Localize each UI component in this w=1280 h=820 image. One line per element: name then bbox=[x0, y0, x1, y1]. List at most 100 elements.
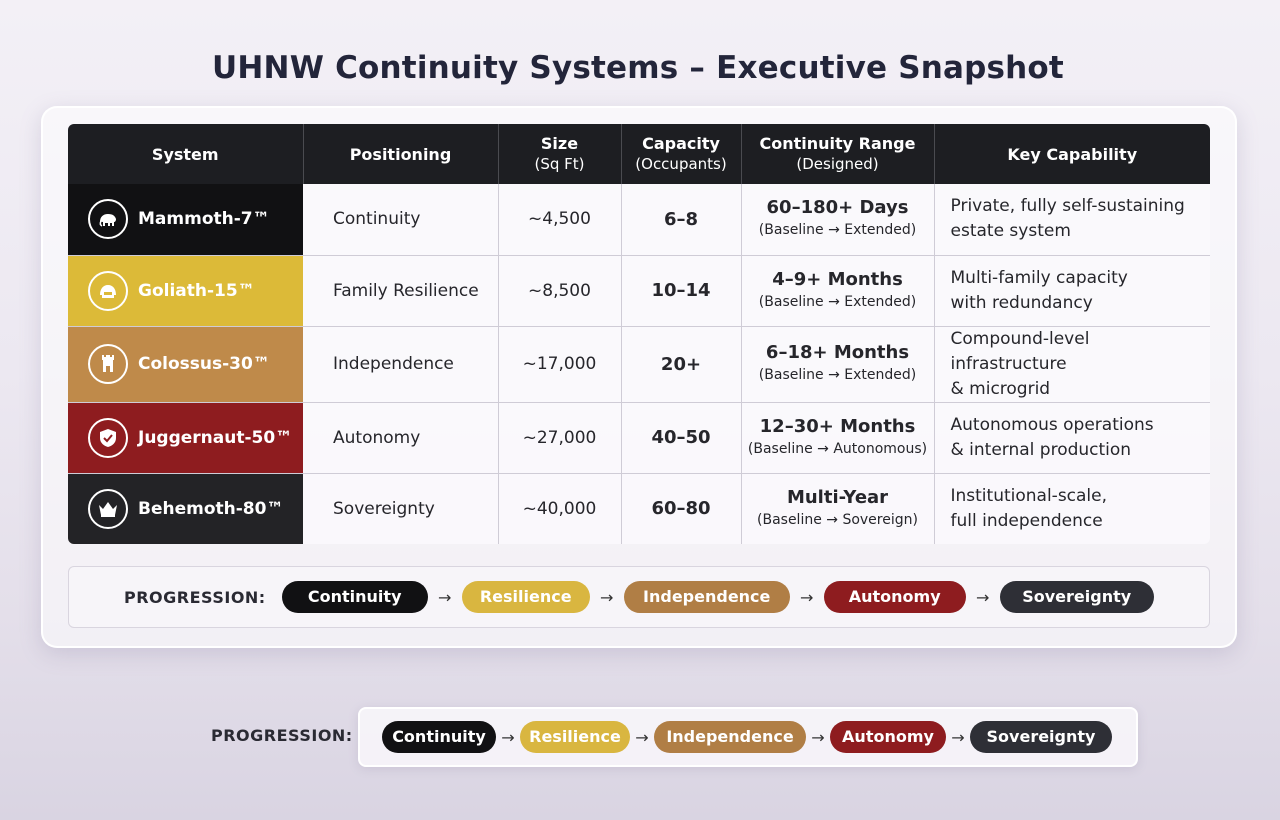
range-cell: 4–9+ Months (Baseline → Extended) bbox=[741, 255, 935, 327]
progression-step: Independence bbox=[623, 581, 790, 613]
system-cell: Behemoth-80™ bbox=[68, 473, 303, 544]
size-cell: ~8,500 bbox=[498, 255, 622, 327]
capacity-cell: 6–8 bbox=[621, 184, 742, 256]
capacity-cell: 10–14 bbox=[621, 255, 742, 327]
positioning-cell: Sovereignty bbox=[303, 473, 499, 544]
range-cell: 12–30+ Months (Baseline → Autonomous) bbox=[741, 402, 935, 474]
header-size-label: Size bbox=[540, 134, 579, 153]
system-name: Juggernaut-50™ bbox=[138, 427, 293, 448]
progression-steps: Continuity → Resilience → Independence → Auton… bbox=[281, 581, 1154, 613]
arrow-right-icon: → bbox=[635, 727, 649, 747]
table-row: Mammoth-7™ Continuity ~4,500 6–8 60–180+… bbox=[68, 184, 1210, 256]
page-title: UHNW Continuity Systems – Executive Snap… bbox=[212, 50, 1064, 86]
system-cell: Colossus-30™ bbox=[68, 326, 303, 403]
key-capability-line-1: Institutional-scale, bbox=[950, 485, 1108, 506]
key-capability-line-1: Multi-family capacity bbox=[950, 267, 1128, 288]
size-cell: ~17,000 bbox=[498, 326, 622, 403]
helmet-icon bbox=[88, 270, 128, 311]
positioning-cell: Autonomy bbox=[303, 402, 499, 474]
range-value: 60–180+ Days bbox=[766, 197, 909, 219]
progression-step: Continuity bbox=[382, 721, 496, 753]
positioning-cell: Continuity bbox=[303, 184, 499, 256]
header-positioning: Positioning bbox=[303, 124, 499, 184]
header-capacity-unit: (Occupants) bbox=[635, 155, 727, 173]
range-detail: (Baseline → Autonomous) bbox=[747, 440, 928, 457]
range-detail: (Baseline → Extended) bbox=[758, 293, 917, 310]
range-value: 12–30+ Months bbox=[759, 415, 916, 437]
header-range-label: Continuity Range bbox=[759, 134, 916, 153]
header-range: Continuity Range (Designed) bbox=[741, 124, 935, 184]
range-cell: Multi-Year (Baseline → Sovereign) bbox=[741, 473, 935, 544]
range-detail: (Baseline → Sovereign) bbox=[757, 511, 918, 528]
arrow-right-icon: → bbox=[438, 587, 452, 607]
positioning-cell: Independence bbox=[303, 326, 499, 403]
key-capability-line-1: Private, fully self-sustaining bbox=[950, 196, 1185, 217]
progression-step: Sovereignty bbox=[970, 721, 1112, 753]
range-cell: 6–18+ Months (Baseline → Extended) bbox=[741, 326, 935, 403]
table-row: Juggernaut-50™ Autonomy ~27,000 40–50 12… bbox=[68, 402, 1210, 474]
system-cell: Mammoth-7™ bbox=[68, 184, 303, 256]
table-row: Goliath-15™ Family Resilience ~8,500 10–… bbox=[68, 255, 1210, 327]
key-capability-line-2: & internal production bbox=[950, 439, 1132, 460]
capacity-cell: 20+ bbox=[621, 326, 742, 403]
size-cell: ~40,000 bbox=[498, 473, 622, 544]
shield-icon bbox=[88, 417, 128, 458]
header-range-unit: (Designed) bbox=[796, 155, 879, 173]
range-value: 4–9+ Months bbox=[772, 268, 903, 290]
key-capability-cell: Institutional-scale, full independence bbox=[934, 473, 1210, 544]
key-capability-line-1: Autonomous operations bbox=[950, 414, 1154, 435]
system-name: Goliath-15™ bbox=[138, 280, 255, 301]
range-detail: (Baseline → Extended) bbox=[758, 222, 917, 239]
progression-label-secondary: PROGRESSION: bbox=[211, 726, 353, 745]
progression-step: Sovereignty bbox=[999, 581, 1154, 613]
system-cell: Juggernaut-50™ bbox=[68, 402, 303, 474]
key-capability-cell: Multi-family capacity with redundancy bbox=[934, 255, 1210, 327]
key-capability-cell: Compound-level infrastructure & microgri… bbox=[934, 326, 1210, 403]
arrow-right-icon: → bbox=[811, 727, 825, 747]
range-value: 6–18+ Months bbox=[765, 342, 910, 363]
header-system: System bbox=[68, 124, 304, 184]
system-name: Colossus-30™ bbox=[138, 354, 270, 374]
arrow-right-icon: → bbox=[951, 727, 965, 747]
header-size: Size (Sq Ft) bbox=[498, 124, 622, 184]
progression-step: Resilience bbox=[461, 581, 590, 613]
size-cell: ~4,500 bbox=[498, 184, 622, 256]
key-capability-line-1: Compound-level infrastructure bbox=[950, 328, 1090, 374]
key-capability-line-2: & microgrid bbox=[950, 378, 1051, 399]
header-capacity-label: Capacity bbox=[642, 134, 720, 153]
key-capability-cell: Autonomous operations & internal product… bbox=[934, 402, 1210, 474]
key-capability-line-2: with redundancy bbox=[950, 292, 1093, 313]
size-cell: ~27,000 bbox=[498, 402, 622, 474]
system-name: Mammoth-7™ bbox=[138, 209, 270, 230]
table-header-row: System Positioning Size (Sq Ft) Capacity (… bbox=[68, 124, 1210, 184]
arrow-right-icon: → bbox=[800, 587, 814, 607]
system-name: Behemoth-80™ bbox=[138, 498, 284, 519]
crown-icon bbox=[88, 488, 128, 529]
positioning-cell: Family Resilience bbox=[303, 255, 499, 327]
arrow-right-icon: → bbox=[976, 587, 990, 607]
progression-step: Resilience bbox=[520, 721, 630, 753]
progression-step: Autonomy bbox=[830, 721, 946, 753]
capacity-cell: 40–50 bbox=[621, 402, 742, 474]
range-cell: 60–180+ Days (Baseline → Extended) bbox=[741, 184, 935, 256]
tower-icon bbox=[88, 344, 128, 384]
progression-bar-secondary: Continuity → Resilience → Independence → Auton… bbox=[358, 707, 1138, 767]
capacity-cell: 60–80 bbox=[621, 473, 742, 544]
system-cell: Goliath-15™ bbox=[68, 255, 303, 327]
key-capability-line-2: full independence bbox=[950, 510, 1103, 531]
range-value: Multi-Year bbox=[786, 486, 889, 508]
key-capability-cell: Private, fully self-sustaining estate sy… bbox=[934, 184, 1210, 256]
mammoth-icon bbox=[88, 199, 128, 240]
header-key-capability: Key Capability bbox=[934, 124, 1210, 184]
range-detail: (Baseline → Extended) bbox=[758, 367, 917, 383]
systems-table: System Positioning Size (Sq Ft) Capacity (… bbox=[68, 124, 1210, 544]
arrow-right-icon: → bbox=[600, 587, 614, 607]
arrow-right-icon: → bbox=[501, 727, 515, 747]
header-capacity: Capacity (Occupants) bbox=[621, 124, 742, 184]
progression-steps-secondary: Continuity → Resilience → Independence → Auton… bbox=[382, 721, 1112, 753]
table-row: Behemoth-80™ Sovereignty ~40,000 60–80 M… bbox=[68, 473, 1210, 544]
header-size-unit: (Sq Ft) bbox=[534, 155, 585, 173]
progression-label: PROGRESSION: bbox=[124, 587, 266, 607]
key-capability-line-2: estate system bbox=[950, 221, 1071, 242]
table-row: Colossus-30™ Independence ~17,000 20+ 6–… bbox=[68, 326, 1210, 403]
